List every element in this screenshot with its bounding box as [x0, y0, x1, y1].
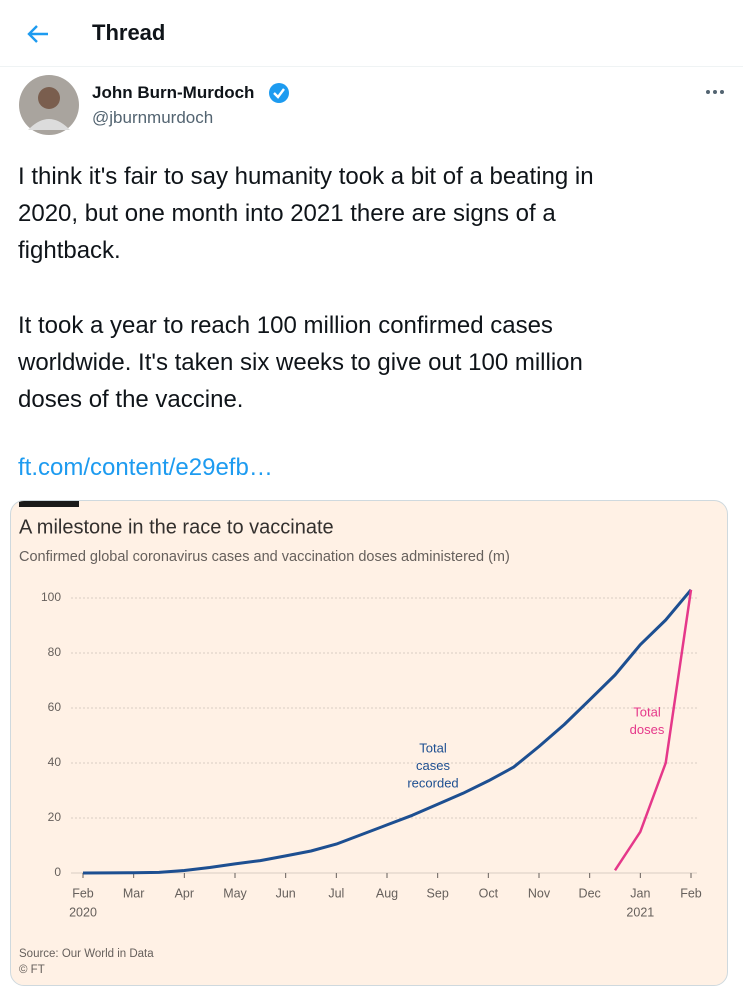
- tweet-text: I think it's fair to say humanity took a…: [18, 158, 594, 456]
- y-tick-label: 100: [41, 590, 61, 604]
- text-line: 2020, but one month into 2021 there are …: [18, 200, 556, 227]
- credit: © FT: [19, 964, 45, 976]
- annotation: doses: [630, 722, 665, 737]
- author-handle[interactable]: @jburnmurdoch: [92, 108, 214, 127]
- image-card[interactable]: A milestone in the race to vaccinate Con…: [10, 500, 728, 986]
- annotation: cases: [416, 758, 450, 773]
- annotation: Total: [633, 704, 661, 719]
- x-year-label: 2020: [69, 905, 97, 919]
- text-line: It took a year to reach 100 million conf…: [18, 312, 553, 339]
- ft-bar: [19, 501, 79, 507]
- chart-title: A milestone in the race to vaccinate: [19, 516, 334, 538]
- series-line: [82, 588, 693, 875]
- chart: A milestone in the race to vaccinate Con…: [19, 501, 702, 976]
- x-tick-label: Apr: [175, 886, 194, 900]
- y-tick-label: 40: [48, 755, 62, 769]
- x-tick-label: Mar: [123, 886, 145, 900]
- x-tick-label: Dec: [579, 886, 601, 900]
- x-tick-label: Feb: [72, 886, 94, 900]
- avatar[interactable]: [18, 74, 80, 136]
- x-tick-label: Nov: [528, 886, 551, 900]
- paragraph: I think it's fair to say humanity took a…: [18, 158, 594, 269]
- paragraph: It took a year to reach 100 million conf…: [18, 307, 594, 418]
- text-line: doses of the vaccine.: [18, 386, 244, 413]
- more-button[interactable]: [703, 86, 729, 98]
- x-tick-label: Jul: [328, 886, 344, 900]
- y-tick-label: 80: [48, 645, 62, 659]
- annotation: Total: [419, 740, 447, 755]
- header-title: Thread: [92, 20, 166, 45]
- y-tick-label: 20: [48, 810, 62, 824]
- x-tick-label: Sep: [427, 886, 449, 900]
- back-button[interactable]: [24, 20, 52, 48]
- x-tick-label: Feb: [680, 886, 702, 900]
- tweet-link[interactable]: ft.com/content/e29efb…: [18, 454, 273, 481]
- header: Thread: [0, 0, 743, 67]
- text-line: fightback.: [18, 237, 121, 264]
- annotation: recorded: [407, 775, 458, 790]
- text-line: worldwide. It's taken six weeks to give …: [18, 349, 583, 376]
- x-tick-label: May: [223, 886, 247, 900]
- y-tick-label: 60: [48, 700, 62, 714]
- x-tick-label: Aug: [376, 886, 398, 900]
- author-name[interactable]: John Burn-Murdoch: [92, 83, 255, 102]
- verified-badge: [269, 83, 289, 103]
- x-tick-label: Jan: [630, 886, 650, 900]
- y-tick-label: 0: [54, 865, 61, 879]
- chart-subtitle: Confirmed global coronavirus cases and v…: [19, 549, 510, 565]
- x-tick-label: Jun: [276, 886, 296, 900]
- text-line: I think it's fair to say humanity took a…: [18, 163, 594, 190]
- series-line: [613, 589, 693, 871]
- x-tick-label: Oct: [479, 886, 499, 900]
- source: Source: Our World in Data: [19, 948, 154, 960]
- x-year-label: 2021: [626, 905, 654, 919]
